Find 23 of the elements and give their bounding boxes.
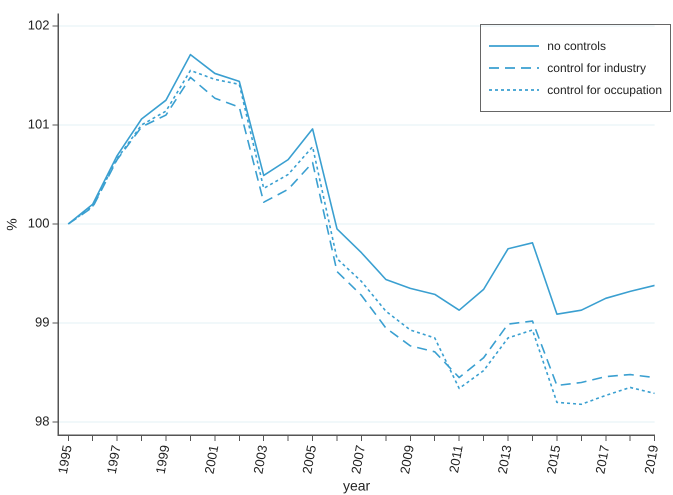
x-tick-label: 2011 <box>446 444 466 474</box>
x-axis-title: year <box>342 477 371 494</box>
legend-label: control for industry <box>547 61 646 75</box>
x-tick-label: 2015 <box>544 444 564 475</box>
x-tick-label: 1999 <box>152 444 172 475</box>
x-tick-label: 2007 <box>348 444 368 475</box>
x-tick-label: 2001 <box>202 444 222 475</box>
y-tick-label: 101 <box>28 116 50 132</box>
x-tick-label: 2009 <box>397 444 417 475</box>
x-tick-label: 2017 <box>592 444 612 475</box>
legend-label: no controls <box>547 39 606 53</box>
x-tick-label: 2003 <box>250 444 270 475</box>
x-tick-label: 2005 <box>299 444 320 475</box>
y-tick-label: 102 <box>28 17 50 32</box>
y-tick-label: 100 <box>28 216 50 231</box>
y-tick-label: 99 <box>35 314 50 330</box>
x-tick-label: 2019 <box>641 444 662 475</box>
x-tick-label: 1997 <box>104 444 124 475</box>
x-tick-label: 2013 <box>494 444 515 475</box>
y-axis-title: % <box>3 218 20 231</box>
legend-label: control for occupation <box>547 83 662 97</box>
x-tick-label: 1995 <box>54 444 75 475</box>
y-tick-label: 98 <box>35 414 50 429</box>
